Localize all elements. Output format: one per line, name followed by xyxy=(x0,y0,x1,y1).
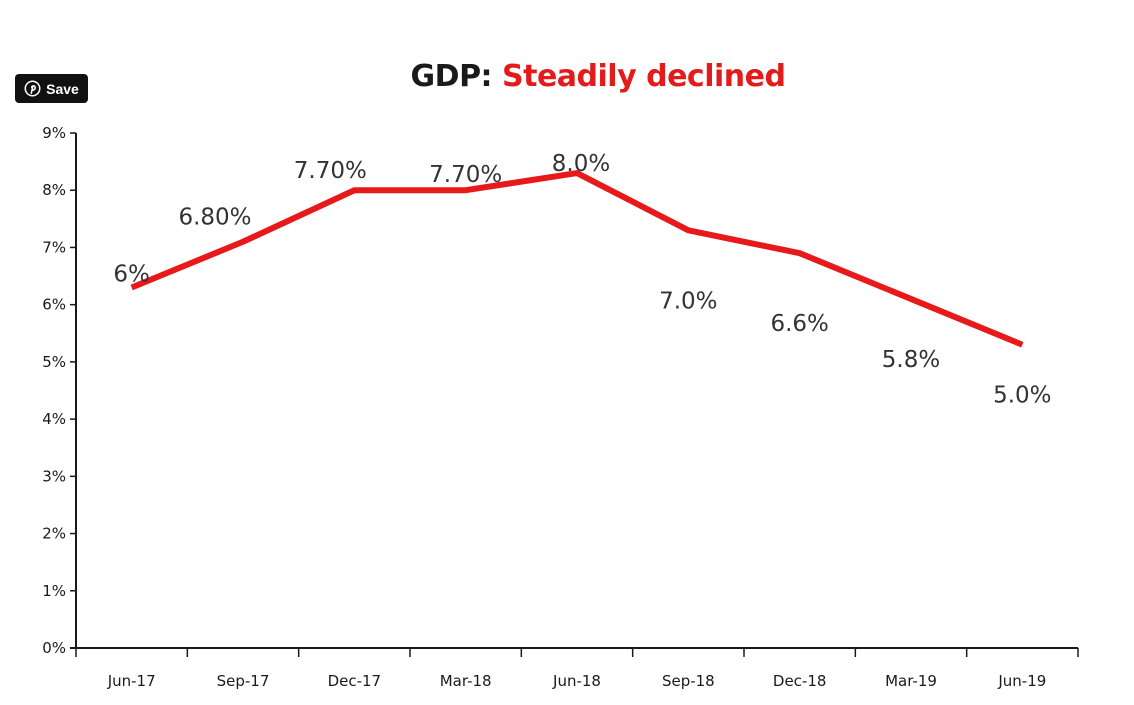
data-label: 7.70% xyxy=(294,158,367,184)
x-tick-label: Dec-17 xyxy=(328,672,382,690)
data-label: 7.70% xyxy=(429,162,502,188)
y-tick-label: 5% xyxy=(42,353,66,371)
x-tick-label: Jun-17 xyxy=(107,672,156,690)
y-tick-label: 7% xyxy=(42,238,66,256)
data-label: 5.0% xyxy=(993,383,1051,409)
data-label: 5.8% xyxy=(882,347,940,373)
data-label: 6.80% xyxy=(178,205,251,231)
y-tick-label: 0% xyxy=(42,639,66,657)
chart-title-highlight: Steadily declined xyxy=(502,59,786,94)
y-tick-label: 8% xyxy=(42,181,66,199)
x-tick-label: Mar-18 xyxy=(440,672,492,690)
gdp-series-line xyxy=(130,170,1024,348)
data-label: 7.0% xyxy=(659,288,717,314)
y-axis-ticks: 0% 1% 2% 3% 4% 5% 6% 7% 8% 9% xyxy=(42,124,76,657)
data-labels: 6% 6.80% 7.70% 7.70% 8.0% 7.0% 6.6% 5.8% 5.0% xyxy=(113,151,1051,409)
chart-title: GDP: Steadily declined xyxy=(0,59,1134,94)
x-axis-ticks: Jun-17 Sep-17 Dec-17 Mar-18 Jun-18 Sep-18 Dec-… xyxy=(75,648,1079,690)
x-tick-label: Jun-19 xyxy=(997,672,1046,690)
y-tick-label: 2% xyxy=(42,525,66,543)
y-tick-label: 4% xyxy=(42,410,66,428)
y-tick-label: 6% xyxy=(42,296,66,314)
x-tick-label: Sep-18 xyxy=(662,672,715,690)
chart-title-prefix: GDP: xyxy=(410,59,493,94)
y-tick-label: 9% xyxy=(42,124,66,142)
data-label: 8.0% xyxy=(552,151,610,177)
save-button[interactable]: Save xyxy=(15,74,88,103)
data-label: 6% xyxy=(113,262,150,288)
save-button-label: Save xyxy=(46,80,79,97)
pinterest-icon xyxy=(24,80,41,97)
chart-axes xyxy=(70,133,1078,649)
y-tick-label: 1% xyxy=(42,582,66,600)
x-tick-label: Mar-19 xyxy=(885,672,937,690)
y-tick-label: 3% xyxy=(42,467,66,485)
x-tick-label: Jun-18 xyxy=(552,672,601,690)
x-tick-label: Sep-17 xyxy=(217,672,270,690)
data-label: 6.6% xyxy=(770,311,828,337)
series-layer xyxy=(130,170,1024,348)
x-tick-label: Dec-18 xyxy=(773,672,827,690)
